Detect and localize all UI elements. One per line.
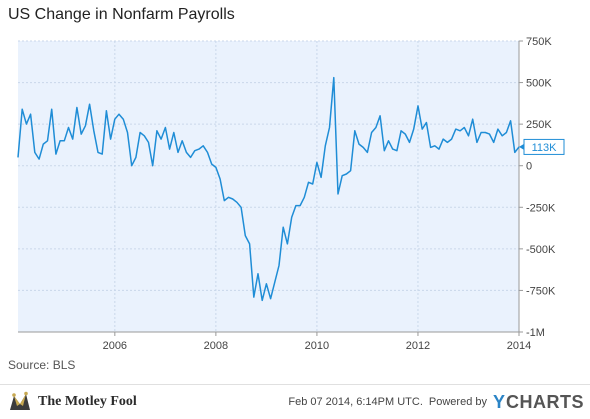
ycharts-credit: Feb 07 2014, 6:14PM UTC. Powered by Y CH… xyxy=(288,388,584,416)
grid xyxy=(18,40,520,333)
chart-title: US Change in Nonfarm Payrolls xyxy=(8,6,235,23)
timestamp: Feb 07 2014, 6:14PM UTC. xyxy=(288,396,423,408)
ycharts-logo[interactable]: Y CHARTS xyxy=(493,392,584,413)
y-tick-label: -750K xyxy=(526,285,556,297)
jester-hat-icon xyxy=(8,390,32,414)
footer-divider xyxy=(0,384,590,385)
x-tick-label: 2012 xyxy=(406,340,430,352)
y-tick-label: 500K xyxy=(526,78,552,90)
motley-fool-wordmark: The Motley Fool xyxy=(38,394,137,409)
y-tick-label: 750K xyxy=(526,36,552,48)
series-line xyxy=(17,76,520,302)
last-value-label: 113K xyxy=(532,142,558,154)
y-tick-label: -1M xyxy=(526,327,545,339)
series-line-group xyxy=(17,76,520,302)
y-tick-label: -500K xyxy=(526,244,556,256)
x-tick-label: 2008 xyxy=(204,340,228,352)
source-note: Source: BLS xyxy=(8,358,76,372)
x-tick-label: 2006 xyxy=(103,340,127,352)
y-tick-label: 0 xyxy=(526,161,532,173)
ycharts-wordmark: CHARTS xyxy=(506,391,584,412)
y-tick-label: -250K xyxy=(526,202,556,214)
motley-fool-brand: The Motley Fool xyxy=(8,388,137,416)
x-tick-label: 2014 xyxy=(507,340,531,352)
plot-area xyxy=(18,41,519,332)
last-value-group: 113K xyxy=(519,138,565,155)
x-tick-label: 2010 xyxy=(305,340,329,352)
axes: 750K 500K 250K 0 -250K -500K -750K -1M 2006 2008 2… xyxy=(18,36,556,352)
powered-by-label: Powered by xyxy=(428,396,487,408)
ycharts-y-mark: Y xyxy=(492,391,505,412)
payrolls-line-chart: 750K 500K 250K 0 -250K -500K -750K -1M 2006 2008 2… xyxy=(17,36,565,352)
last-value-pointer xyxy=(519,143,524,150)
y-tick-label: 250K xyxy=(526,119,552,131)
